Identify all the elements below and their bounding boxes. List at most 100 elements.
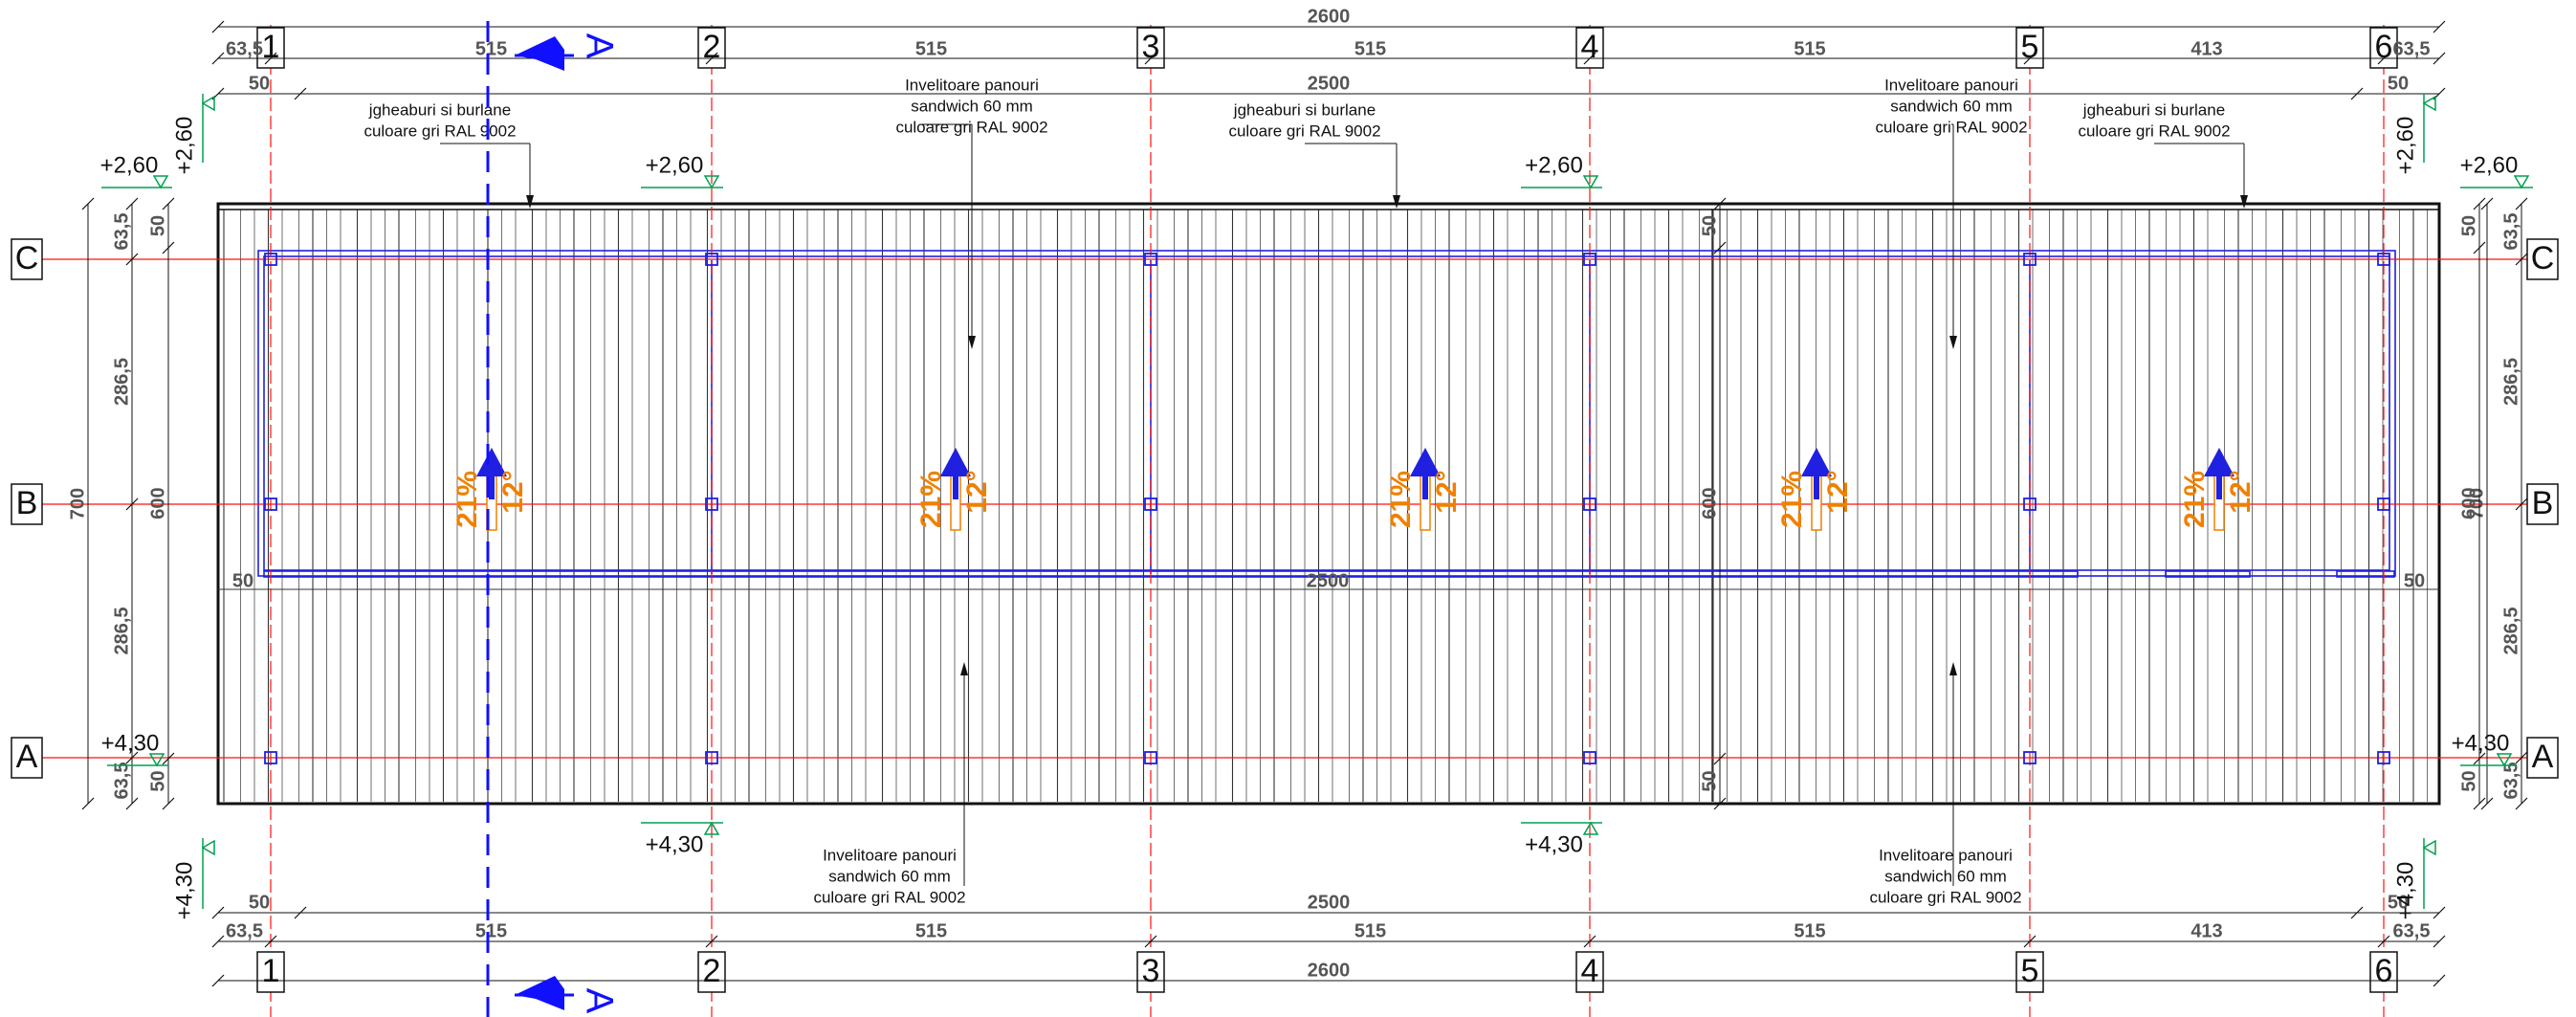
- dim-left-panel-tick: [162, 197, 175, 210]
- dim-bottom-inner-label: 50: [249, 892, 270, 913]
- dim-top-bays-label: 515: [915, 38, 947, 59]
- dim-bottom-outer-tick: [211, 974, 225, 987]
- axis-bubble-y: [11, 238, 43, 280]
- dim-top-bays-tick: [2433, 52, 2446, 65]
- dim-top-bays-label: 413: [2191, 38, 2222, 59]
- level-label: +4,30: [2452, 730, 2510, 756]
- axis-label-y: B: [2532, 485, 2554, 521]
- section-line-a: A A: [486, 21, 620, 1017]
- column-marker: [264, 253, 277, 266]
- column-markers: [264, 253, 2390, 764]
- level-triangle-icon: [1582, 175, 1599, 189]
- axis-label-y: A: [16, 739, 38, 775]
- section-arrow-bottom-icon: [515, 976, 564, 1010]
- level-label: +4,30: [1525, 831, 1583, 857]
- dim-mid-center: 2500: [1307, 570, 1350, 591]
- dim-top-bays-tick: [1144, 52, 1157, 65]
- dim-bottom-bays-label: 63,5: [2393, 920, 2431, 941]
- note-gutters_line1: jgheaburi si burlane: [2082, 100, 2225, 119]
- axis-bubble-y: [2526, 737, 2559, 779]
- dim-right-panel-tick: [2473, 197, 2486, 210]
- note-panels_line1: Invelitoare panouri: [823, 846, 957, 864]
- dim-top-bays-label: 63,5: [2393, 38, 2431, 59]
- dim-top-bays-tick: [211, 52, 225, 65]
- section-arrow-top-icon: [515, 36, 564, 71]
- annotation-notes: jgheaburi si burlane culoare gri RAL 9002…: [363, 76, 2248, 906]
- dim-top-bays-label: 515: [1354, 38, 1386, 59]
- column-marker: [1144, 751, 1157, 764]
- dim-left-outer-tick: [81, 197, 95, 210]
- slope-percent: 21%: [1776, 471, 1808, 528]
- dim-bottom-bays-label: 63,5: [226, 920, 263, 941]
- note-panels_line3: culoare gri RAL 9002: [1869, 888, 2021, 906]
- dim-mid-left: 50: [232, 570, 253, 591]
- level-label-vertical: +4,30: [171, 862, 197, 920]
- dim-top-bays-tick: [2377, 52, 2390, 65]
- slope-percent: 21%: [451, 471, 483, 528]
- dim-bottom-outer-label: 2600: [1308, 960, 1351, 981]
- axis-label-x: 6: [2375, 953, 2393, 989]
- note-panels_line2: sandwich 60 mm: [828, 867, 951, 885]
- dim-inner-panel-label: 600: [1699, 487, 1720, 519]
- dim-bottom-outer-tick: [2433, 974, 2446, 987]
- slope-percent: 21%: [1385, 471, 1417, 528]
- column-marker: [1583, 253, 1596, 266]
- dim-right-panel-tick: [2473, 797, 2486, 810]
- column-marker: [2023, 751, 2037, 764]
- dim-bottom-bays-label: 515: [1794, 920, 1825, 941]
- slope-arrow-head-icon: [1801, 448, 1832, 476]
- axis-label-x: 2: [703, 953, 721, 989]
- column-marker: [2377, 253, 2390, 266]
- slope-degrees: 12°: [1822, 470, 1854, 513]
- axis-bubble-y: [2526, 238, 2559, 280]
- axis-label-x: 4: [1581, 29, 1599, 65]
- level-label: +4,30: [101, 730, 160, 756]
- dim-left-inner-label: 286,5: [111, 607, 132, 654]
- dim-left-inner-tick: [125, 797, 139, 810]
- dim-top-inner-label: 2500: [1308, 73, 1351, 94]
- level-label-vertical: +2,60: [2392, 117, 2418, 175]
- axis-label-x: 1: [262, 953, 280, 989]
- note-panels_line3: culoare gri RAL 9002: [1875, 118, 2027, 136]
- dim-left-panel-label: 600: [147, 487, 168, 519]
- dim-bottom-bays-tick: [705, 935, 718, 948]
- dim-right-panel-label: 50: [2458, 215, 2479, 236]
- dim-inner-panel-tick: [1713, 241, 1727, 254]
- dim-bottom-inner-label: 2500: [1308, 892, 1351, 913]
- level-label-vertical: +2,60: [171, 117, 197, 175]
- dim-top-bays-tick: [1583, 52, 1596, 65]
- axis-label-x: 6: [2375, 29, 2393, 65]
- axis-label-y: B: [16, 485, 38, 521]
- note-panels_line2: sandwich 60 mm: [1890, 97, 2013, 115]
- note-panels_line2: sandwich 60 mm: [1884, 867, 2007, 885]
- axis-label-x: 3: [1142, 29, 1160, 65]
- sandwich-panel-lines: [223, 210, 2428, 802]
- axis-label-y: C: [2531, 240, 2555, 276]
- slope-arrow-core: [1422, 471, 1428, 499]
- dim-bottom-bays-label: 515: [915, 920, 947, 941]
- axis-label-x: 2: [703, 29, 721, 65]
- dim-bottom-bays-tick: [2023, 935, 2037, 948]
- slope-percent: 21%: [915, 471, 947, 528]
- column-marker: [2023, 497, 2037, 511]
- column-marker: [2023, 253, 2037, 266]
- dim-right-inner-tick: [2515, 253, 2528, 266]
- section-label-top: A: [578, 33, 620, 59]
- level-triangle-icon: [152, 175, 169, 189]
- note-arrow-icon: [1949, 336, 1957, 349]
- dim-top-bays-label: 515: [1794, 38, 1825, 59]
- axis-label-x: 3: [1142, 953, 1160, 989]
- dim-top-bays-label: 63,5: [226, 38, 263, 59]
- level-label: +2,60: [2460, 152, 2519, 178]
- dim-top-inner-tick: [294, 87, 307, 100]
- note-arrow-icon: [1393, 195, 1400, 209]
- slope-arrow-head-icon: [1410, 448, 1441, 476]
- slope-degrees: 12°: [497, 470, 529, 513]
- level-triangle-icon: [2422, 839, 2436, 856]
- dim-right-outer-label: 700: [2466, 488, 2487, 520]
- dim-right-inner-tick: [2515, 797, 2528, 810]
- level-triangle-icon: [201, 839, 215, 856]
- axis-bubble-x: [256, 27, 285, 69]
- note-panels_line1: Invelitoare panouri: [905, 76, 1039, 94]
